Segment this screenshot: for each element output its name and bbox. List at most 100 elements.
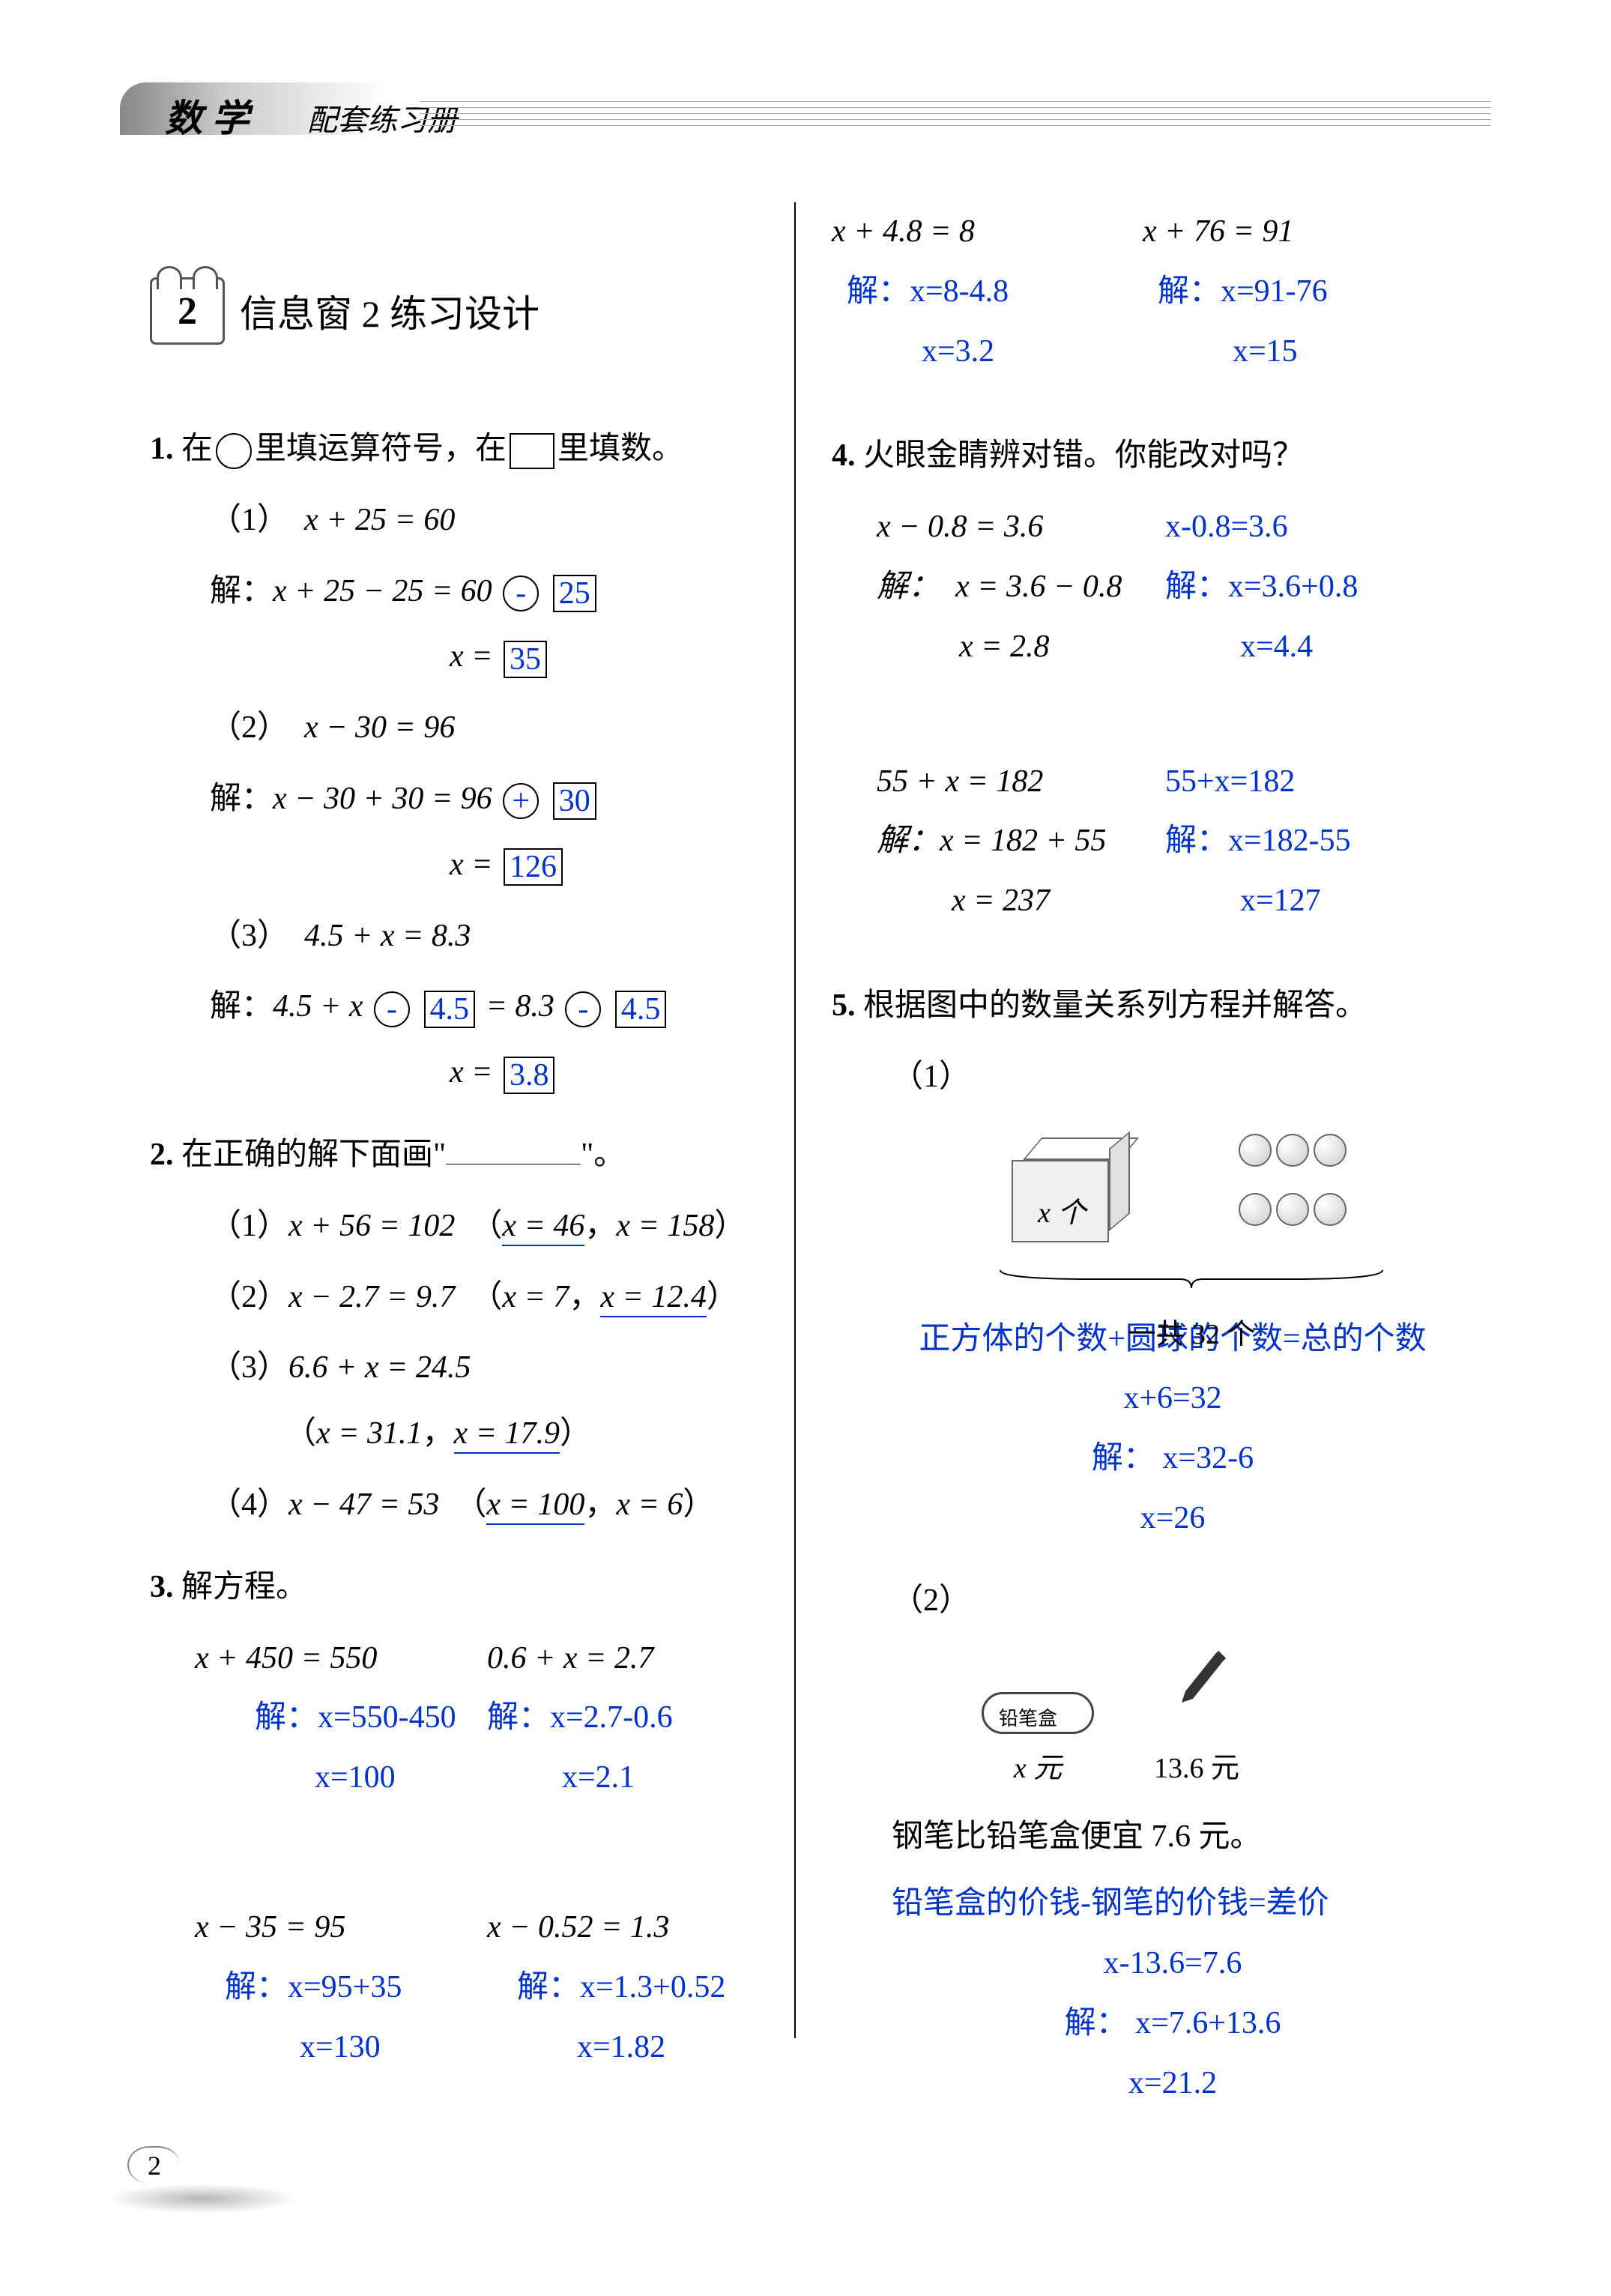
question-1: 1. 在里填运算符号，在里填数。 （1） x + 25 = 60 解：x + 2… (150, 420, 779, 1103)
q5-number: 5. (832, 988, 856, 1023)
q3d: x − 0.52 = 1.3 解：x=1.3+0.52 x=1.82 (487, 1898, 779, 2077)
q2p3-opts: （x = 31.1，x = 17.9） (285, 1404, 779, 1464)
q3-row1: x + 450 = 550 解：x=550-450 x=100 0.6 + x … (195, 1629, 779, 1808)
q4p2: 55 + x = 182 解：x = 182 + 55 x = 237 55+x… (877, 752, 1454, 931)
q2p1-label: （1） (210, 1209, 288, 1243)
q4p1-corr: x-0.8=3.6 解：x=3.6+0.8 x=4.4 (1165, 498, 1454, 677)
brace-under: 一共 32 个 (997, 1254, 1386, 1362)
q4-number: 4. (832, 438, 856, 473)
question-5: 5. 根据图中的数量关系列方程并解答。 （1） x 个 (832, 976, 1454, 2114)
q4p2-cs: 解：x=182-55 (1165, 812, 1454, 871)
q1p1-res-lhs: x = (450, 639, 492, 674)
q3a: x + 450 = 550 解：x=550-450 x=100 (195, 1629, 487, 1808)
cube-diagram: x 个 一共 32 个 (997, 1123, 1416, 1287)
q1p3-l1: 4.5 + x (273, 989, 363, 1024)
q4p2-ws: 解：x = 182 + 55 (877, 812, 1165, 871)
question-3: 3. 解方程。 x + 450 = 550 解：x=550-450 x=100 … (150, 1558, 779, 2078)
q1p2-sol-prefix: 解： (210, 782, 273, 816)
q2p3-opt-l: x = 31.1 (316, 1416, 422, 1451)
q4p1-ws: 解： x = 3.6 − 0.8 (877, 558, 1165, 617)
pencase-price-label: x 元 (982, 1741, 1094, 1795)
q2p2-eq: x − 2.7 = 9.7 (288, 1280, 455, 1314)
q4p2-eq: 55 + x = 182 (877, 752, 1165, 812)
q2p3-opt-r: x = 17.9 (454, 1416, 560, 1454)
q2p2-label: （2） (210, 1280, 288, 1314)
brace-label: 一共 32 个 (997, 1308, 1386, 1362)
q4p1-eq: x − 0.8 = 3.6 (877, 498, 1165, 558)
q2p2-opt-r: x = 12.4 (600, 1280, 706, 1317)
pen-price-label: 13.6 元 (1154, 1741, 1239, 1795)
q3b: 0.6 + x = 2.7 解：x=2.7-0.6 x=2.1 (487, 1629, 779, 1808)
q5p2-s2: x=21.2 (892, 2054, 1454, 2114)
q4p1-wrong: x − 0.8 = 3.6 解： x = 3.6 − 0.8 x = 2.8 (877, 498, 1165, 677)
q1p1-label: （1） (210, 503, 273, 537)
q3c-eq: x − 35 = 95 (195, 1898, 487, 1958)
q3f-eq: x + 76 = 91 (1143, 202, 1454, 262)
q1-t2: 里填运算符号，在 (255, 432, 507, 466)
q4p1-cs: 解：x=3.6+0.8 (1165, 558, 1454, 617)
q1-t3: 里填数。 (557, 432, 683, 466)
q2p1-sep: ， (584, 1209, 616, 1243)
q5p1-eq: x+6=32 (892, 1369, 1454, 1429)
balls-icon (1236, 1130, 1371, 1250)
q1p2-res: 126 (504, 848, 563, 886)
q5p2-eq: x-13.6=7.6 (892, 1934, 1454, 1994)
right-column: x + 4.8 = 8 解：x=8-4.8 x=3.2 x + 76 = 91 … (802, 420, 1454, 2136)
left-column: 1. 在里填运算符号，在里填数。 （1） x + 25 = 60 解：x + 2… (150, 420, 802, 2136)
q1-text: 在里填运算符号，在里填数。 (181, 432, 683, 466)
q1p3-num1: 4.5 (424, 991, 476, 1028)
q3c-s1: 解：x=95+35 (225, 1958, 487, 2018)
q1p1-eq: x + 25 = 60 (304, 503, 455, 537)
q3-text: 解方程。 (181, 1570, 307, 1604)
q1p3-res-lhs: x = (450, 1055, 492, 1090)
q1p1-sol-lhs: x + 25 − 25 = 60 (273, 574, 492, 608)
q1p3-sol-prefix: 解： (210, 989, 273, 1024)
q3e-s2: x=3.2 (922, 322, 1143, 382)
q2p4-label: （4） (210, 1487, 288, 1522)
q2-t2: "。 (581, 1138, 625, 1172)
q1p2-sol: 解：x − 30 + 30 = 96 + 30 (210, 770, 779, 830)
q5-text: 根据图中的数量关系列方程并解答。 (863, 988, 1367, 1023)
subject-title: 数 学 (165, 88, 250, 142)
q4-text: 火眼金睛辨对错。你能改对吗？ (863, 438, 1304, 473)
pencase-diagram: 铅笔盒 x 元 13.6 元 (982, 1646, 1454, 1796)
q3c: x − 35 = 95 解：x=95+35 x=130 (195, 1898, 487, 2077)
q4p1-cr: x=4.4 (1240, 617, 1454, 677)
q4p2-ceq: 55+x=182 (1165, 752, 1454, 812)
q2p3: （3）6.6 + x = 24.5 (210, 1338, 779, 1398)
q3d-s1: 解：x=1.3+0.52 (517, 1958, 779, 2018)
q5p1-label: （1） (892, 1060, 970, 1094)
q1-part3: （3） 4.5 + x = 8.3 (210, 907, 779, 967)
q3c-s2: x=130 (300, 2018, 487, 2078)
q1p2-num: 30 (553, 782, 596, 820)
q3d-s2: x=1.82 (577, 2018, 779, 2078)
q2p4-opt-l: x = 100 (486, 1487, 584, 1525)
q2p4: （4）x − 47 = 53 （x = 100，x = 6） (210, 1475, 779, 1535)
q3f: x + 76 = 91 解：x=91-76 x=15 (1143, 202, 1454, 381)
page-number: 2 (127, 2146, 180, 2184)
q2p4-opt-r: x = 6 (616, 1487, 683, 1522)
q4p1: x − 0.8 = 3.6 解： x = 3.6 − 0.8 x = 2.8 x… (877, 498, 1454, 677)
q1p2-op: + (503, 783, 539, 819)
q4p1-wr: x = 2.8 (959, 617, 1165, 677)
q3b-eq: 0.6 + x = 2.7 (487, 1629, 779, 1689)
q1p3-sol: 解：4.5 + x - 4.5 = 8.3 - 4.5 (210, 977, 779, 1037)
q5p2: （2） 铅笔盒 x 元 13.6 元 (892, 1571, 1454, 2114)
q5p2-rel: 铅笔盒的价钱-钢笔的价钱=差价 (892, 1874, 1454, 1934)
q2p3-label: （3） (210, 1350, 288, 1385)
q5p2-stmt: 钢笔比铅笔盒便宜 7.6 元。 (892, 1807, 1454, 1867)
q1-part2: （2） x − 30 = 96 (210, 698, 779, 758)
pencase-icon: 铅笔盒 (982, 1692, 1094, 1734)
q1p2-sol-lhs: x − 30 + 30 = 96 (273, 782, 492, 816)
q3-number: 3. (150, 1570, 174, 1604)
q2p1-opt-r: x = 158 (616, 1209, 714, 1243)
q1p3-op2: - (565, 991, 601, 1027)
q4p1-ceq: x-0.8=3.6 (1165, 498, 1454, 558)
q3b-s1: 解：x=2.7-0.6 (487, 1688, 779, 1748)
question-2: 2. 在正确的解下面画""。 （1）x + 56 = 102 （x = 46，x… (150, 1126, 779, 1535)
q1p3-num2: 4.5 (615, 991, 667, 1028)
cube-icon: x 个 (1012, 1138, 1131, 1242)
question-4: 4. 火眼金睛辨对错。你能改对吗？ x − 0.8 = 3.6 解： x = 3… (832, 426, 1454, 931)
q3-row3: x + 4.8 = 8 解：x=8-4.8 x=3.2 x + 76 = 91 … (832, 202, 1454, 381)
q3b-s2: x=2.1 (562, 1748, 779, 1808)
